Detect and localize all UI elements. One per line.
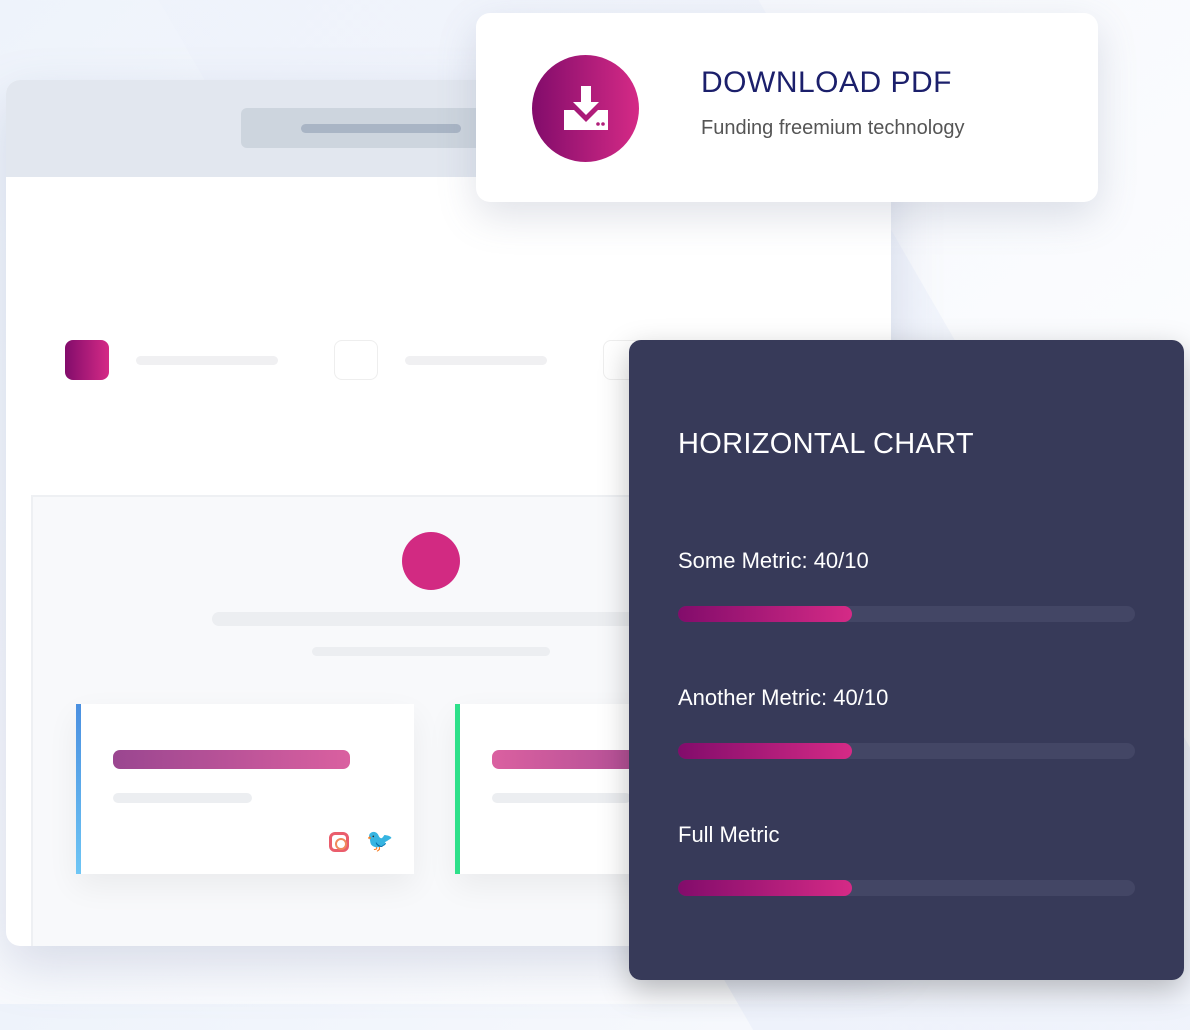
card-line-placeholder xyxy=(113,793,252,803)
metric-fill xyxy=(678,606,852,622)
chart-title: HORIZONTAL CHART xyxy=(678,428,974,460)
download-pdf-card[interactable]: DOWNLOAD PDF Funding freemium technology xyxy=(476,13,1098,202)
placeholder-card: 🐦 xyxy=(76,704,414,874)
metric-track xyxy=(678,880,1135,896)
metric-track xyxy=(678,606,1135,622)
download-title[interactable]: DOWNLOAD PDF xyxy=(701,66,953,99)
nav-item-active xyxy=(65,340,109,380)
metric-fill xyxy=(678,743,852,759)
metric-row: Another Metric: 40/10 xyxy=(678,685,1135,759)
nav-item xyxy=(334,340,378,380)
metric-label: Some Metric: 40/10 xyxy=(678,548,869,573)
card-title-placeholder xyxy=(113,750,350,769)
metric-row: Full Metric xyxy=(678,822,1135,896)
text-placeholder xyxy=(212,612,652,626)
download-icon[interactable] xyxy=(532,55,639,162)
address-placeholder xyxy=(301,124,461,133)
metric-label: Another Metric: 40/10 xyxy=(678,685,889,710)
download-subtitle: Funding freemium technology xyxy=(701,117,965,139)
metric-row: Some Metric: 40/10 xyxy=(678,548,1135,622)
text-placeholder xyxy=(312,647,550,656)
card-line-placeholder xyxy=(492,793,631,803)
instagram-icon xyxy=(329,832,349,852)
metric-track xyxy=(678,743,1135,759)
nav-line xyxy=(136,355,278,365)
twitter-icon: 🐦 xyxy=(366,828,394,853)
nav-placeholder xyxy=(65,340,647,380)
horizontal-chart-card: HORIZONTAL CHART Some Metric: 40/10 Anot… xyxy=(629,340,1184,980)
metric-fill xyxy=(678,880,852,896)
nav-line xyxy=(405,355,547,365)
metric-label: Full Metric xyxy=(678,822,780,847)
avatar-placeholder xyxy=(402,532,460,590)
